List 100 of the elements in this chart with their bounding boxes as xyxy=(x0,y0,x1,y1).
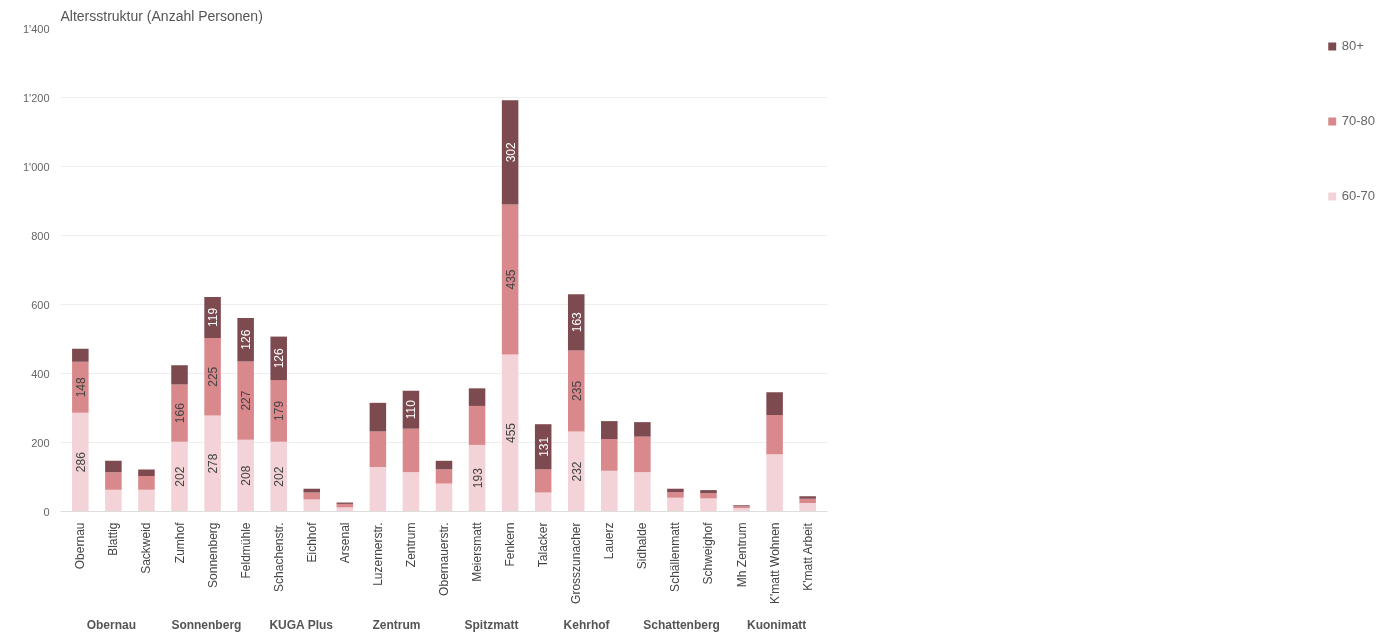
x-tick-label: Blattig xyxy=(106,522,121,556)
bar xyxy=(567,350,585,432)
text: Spitzmatt xyxy=(464,617,519,632)
bar xyxy=(402,472,420,512)
bar xyxy=(468,405,486,445)
x-tick-label: Lauerz xyxy=(602,522,617,560)
data-label: 202 xyxy=(173,466,188,487)
bar xyxy=(303,488,321,493)
x-tick-label: Eichhof xyxy=(304,521,319,563)
bar xyxy=(237,361,254,440)
text: Kuonimatt xyxy=(747,617,807,632)
y-tick-label: 1'000 xyxy=(22,160,50,173)
data-label: 225 xyxy=(206,366,221,387)
bar xyxy=(138,469,155,476)
bar xyxy=(303,499,321,512)
x-tick-label: Schachenstr. xyxy=(271,522,286,592)
data-label: 278 xyxy=(206,453,221,474)
bar xyxy=(204,415,221,512)
bar xyxy=(204,296,221,338)
legend-label: 60-70 xyxy=(1341,188,1375,203)
bar xyxy=(766,414,783,455)
y-tick-label: 1'400 xyxy=(22,22,50,35)
text: Sonnenberg xyxy=(171,617,242,632)
bar xyxy=(799,496,816,499)
bar xyxy=(237,439,254,512)
chart-title: Altersstruktur (Anzahl Personen) xyxy=(60,7,263,24)
data-label: 435 xyxy=(503,269,518,290)
x-tick-label: Zentrum xyxy=(403,522,418,568)
bar xyxy=(369,466,387,512)
bar xyxy=(105,489,122,512)
bar xyxy=(138,475,155,490)
x-tick-label: Schällenmatt xyxy=(668,521,683,592)
bar xyxy=(501,100,519,205)
bar xyxy=(435,460,453,470)
data-label: 166 xyxy=(173,402,188,424)
bar xyxy=(105,472,122,490)
bar xyxy=(72,361,89,413)
bar xyxy=(171,365,188,385)
text: Schattenberg xyxy=(643,617,720,632)
bar xyxy=(601,439,618,471)
data-label: 235 xyxy=(569,380,584,401)
bar xyxy=(468,388,486,406)
bar xyxy=(634,472,651,512)
data-label: 208 xyxy=(239,465,254,486)
bar xyxy=(501,354,519,512)
x-tick-label: Feldmühle xyxy=(238,522,253,579)
x-tick-label: Sidhalde xyxy=(635,522,650,570)
bar xyxy=(667,497,684,512)
data-label: 302 xyxy=(503,142,518,163)
x-tick-label: Sonnenberg xyxy=(205,522,220,588)
data-label: 455 xyxy=(503,422,518,444)
x-tick-label: Mh Zentrum xyxy=(734,522,749,588)
bar xyxy=(700,490,717,494)
bar xyxy=(171,384,188,442)
x-tick-label: Obernauerstr. xyxy=(437,522,451,596)
x-tick-label: Talacker xyxy=(536,522,551,568)
bar xyxy=(171,441,188,512)
bar xyxy=(700,498,717,512)
bar xyxy=(700,493,717,499)
x-tick-label: K'matt Arbeit xyxy=(800,522,815,591)
data-label: 148 xyxy=(73,376,88,398)
data-label: 179 xyxy=(272,400,287,421)
data-label: 163 xyxy=(569,311,584,333)
data-label: 193 xyxy=(470,467,485,489)
bar xyxy=(204,337,221,416)
bar xyxy=(501,204,519,355)
data-label: 232 xyxy=(569,461,584,482)
x-tick-label: Fenkern xyxy=(503,522,518,567)
data-label: 119 xyxy=(206,307,221,327)
bar xyxy=(369,431,387,467)
x-tick-label: Obernau xyxy=(73,522,88,570)
bar xyxy=(766,392,783,415)
y-tick-label: 400 xyxy=(31,367,50,380)
bar xyxy=(667,492,684,498)
x-tick-label: Schweighof xyxy=(701,521,716,585)
text: Zentrum xyxy=(372,617,421,632)
data-label: 126 xyxy=(239,329,254,350)
bar xyxy=(138,489,155,512)
bar xyxy=(435,483,453,512)
bar xyxy=(601,421,618,440)
bar xyxy=(435,469,453,484)
x-tick-label: Sackweid xyxy=(139,522,154,574)
text: KUGA Plus xyxy=(269,617,334,632)
data-label: 131 xyxy=(536,436,551,457)
legend-label: 80+ xyxy=(1341,38,1364,53)
text: Obernau xyxy=(86,617,136,632)
x-tick-label: Grosszunacher xyxy=(569,522,584,604)
y-tick-label: 1'200 xyxy=(22,91,50,104)
data-label: 110 xyxy=(404,399,419,420)
bar xyxy=(534,469,552,493)
data-label: 202 xyxy=(272,466,287,487)
data-label: 126 xyxy=(272,347,287,369)
bar xyxy=(534,492,552,512)
bar xyxy=(72,412,89,512)
bar xyxy=(799,502,816,512)
y-tick-label: 800 xyxy=(31,229,50,242)
data-label: 286 xyxy=(73,451,88,473)
data-label: 227 xyxy=(239,390,254,411)
bar xyxy=(369,402,387,432)
y-tick-label: 600 xyxy=(31,298,50,311)
